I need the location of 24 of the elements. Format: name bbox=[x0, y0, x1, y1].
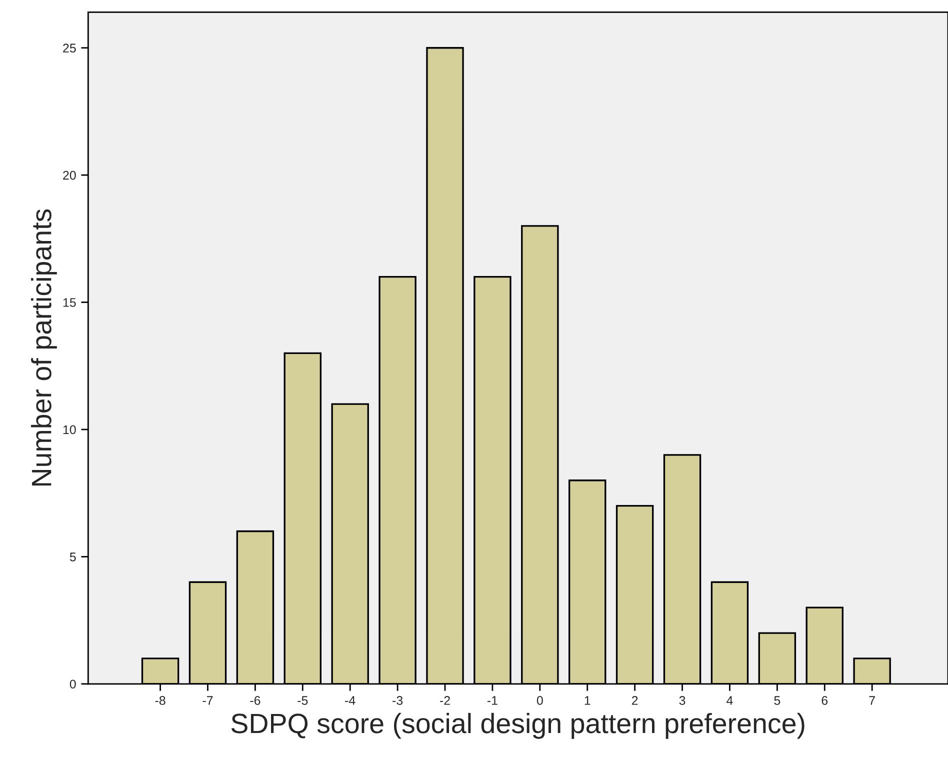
x-axis-title: SDPQ score (social design pattern preference) bbox=[231, 712, 804, 739]
y-tick-label: 10 bbox=[63, 425, 76, 434]
y-tick-label: 20 bbox=[63, 170, 76, 180]
x-tick-label: 7 bbox=[869, 696, 875, 705]
x-tick-label: -6 bbox=[250, 696, 260, 705]
y-tick-label: 25 bbox=[63, 44, 76, 53]
y-axis-title: Number of participants bbox=[31, 209, 57, 486]
x-tick-label: -1 bbox=[487, 696, 498, 705]
x-tick-label: -3 bbox=[392, 696, 403, 705]
x-tick-label: -2 bbox=[440, 696, 450, 705]
x-tick-label: 5 bbox=[774, 696, 780, 705]
x-tick-label: 2 bbox=[632, 696, 638, 705]
x-tick-label: 6 bbox=[822, 696, 828, 705]
y-tick-label: 15 bbox=[63, 298, 76, 307]
x-tick-label: 4 bbox=[726, 696, 733, 705]
y-tick-label: 5 bbox=[70, 552, 76, 562]
x-tick-label: 3 bbox=[679, 696, 686, 705]
x-tick-label: 0 bbox=[536, 696, 543, 705]
x-tick-label: -7 bbox=[202, 696, 213, 705]
x-tick-label: -8 bbox=[155, 696, 166, 705]
x-tick-label: -4 bbox=[345, 696, 356, 705]
x-tick-label: -5 bbox=[298, 696, 308, 705]
y-tick-label: 0 bbox=[70, 680, 76, 689]
x-tick-label: 1 bbox=[584, 696, 590, 705]
